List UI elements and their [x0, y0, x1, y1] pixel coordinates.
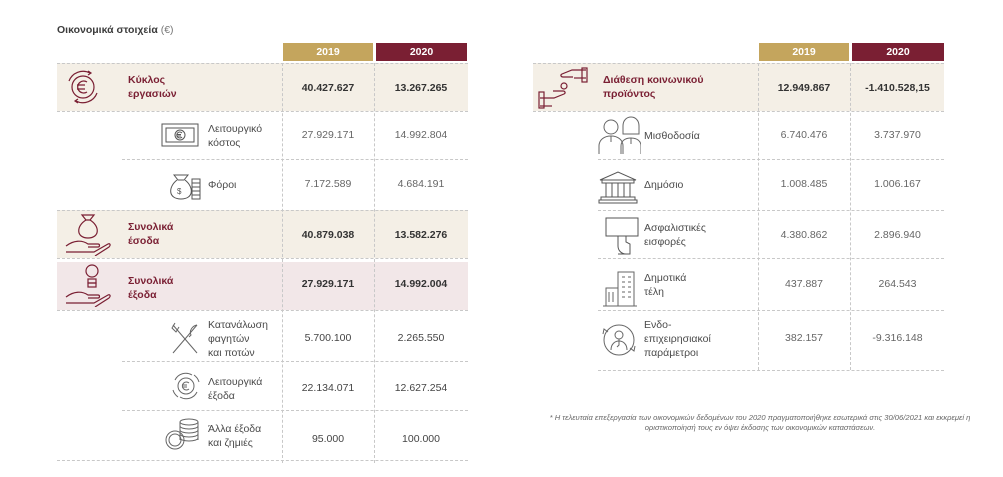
hand-coin-icon — [65, 264, 111, 307]
year-2020-header: 2020 — [376, 43, 467, 61]
dimosio-2019: 1.008.485 — [780, 178, 828, 190]
divider — [598, 310, 944, 311]
fork-knife-icon — [171, 322, 198, 354]
foroi-label: Φόροι — [208, 179, 237, 191]
kyklos-2019: 40.427.627 — [301, 82, 355, 94]
footnote: * Η τελευταία επεξεργασία των οικονομικώ… — [549, 413, 971, 432]
sign-hand-icon — [605, 217, 639, 255]
foroi-2020: 4.684.191 — [397, 178, 445, 190]
banknote-icon — [161, 123, 199, 147]
row-exoda-bg — [57, 262, 468, 310]
divider — [57, 258, 468, 259]
asfalistikes-2019: 4.380.862 — [780, 229, 828, 241]
alla-2019: 95.000 — [311, 433, 345, 445]
endo-label: Ενδο- επιχειρησιακοί παράμετροι — [644, 319, 711, 359]
misthodosia-label: Μισθοδοσία — [644, 130, 700, 142]
row-kyklos-bg — [57, 63, 468, 111]
euro-arrows-icon — [172, 372, 200, 400]
kyklos-2020: 13.267.265 — [394, 82, 448, 94]
cycle-euro-icon — [68, 70, 98, 104]
divider — [598, 210, 944, 211]
divider — [533, 111, 944, 112]
divider — [57, 63, 468, 64]
alla-2020: 100.000 — [402, 433, 440, 445]
leitourgiko-label: Λειτουργικό κόστος — [208, 123, 263, 149]
alla-label: Άλλα έξοδα και ζημιές — [208, 423, 262, 449]
katanalosi-label: Κατανάλωση φαγητών και ποτών — [208, 319, 268, 359]
leitourgika-label: Λειτουργικά έξοδα — [208, 376, 263, 402]
dimosio-label: Δημόσιο — [644, 179, 684, 191]
leitourgiko-2019: 27.929.171 — [301, 129, 355, 141]
row-diathesi-bg — [533, 63, 944, 111]
divider — [122, 361, 468, 362]
government-building-icon — [598, 171, 638, 204]
exoda-2020: 14.992.004 — [394, 278, 448, 290]
misthodosia-2019: 6.740.476 — [780, 129, 828, 141]
person-cycle-icon — [602, 324, 636, 356]
leitourgika-2020: 12.627.254 — [394, 382, 448, 394]
divider — [57, 460, 468, 461]
endo-2019: 382.157 — [785, 332, 823, 344]
divider — [122, 159, 468, 160]
exoda-2019: 27.929.171 — [301, 278, 355, 290]
year-2020-header: 2020 — [852, 43, 944, 61]
page-title: Οικονομικά στοιχεία (€) — [57, 24, 174, 36]
diathesi-2019: 12.949.867 — [777, 82, 831, 94]
divider — [122, 410, 468, 411]
divider — [57, 210, 468, 211]
year-2019-header: 2019 — [759, 43, 849, 61]
asfalistikes-2020: 2.896.940 — [874, 229, 921, 241]
divider — [598, 370, 944, 371]
diathesi-2020: -1.410.528,15 — [865, 82, 930, 94]
dimotika-2020: 264.543 — [878, 278, 917, 290]
divider — [282, 63, 283, 463]
leitourgika-2019: 22.134.071 — [301, 382, 355, 394]
divider — [850, 63, 851, 370]
row-esoda-bg — [57, 210, 468, 258]
exoda-label: Συνολικά έξοδα — [128, 275, 174, 301]
dimotika-label: Δημοτικά τέλη — [644, 272, 687, 298]
misthodosia-2020: 3.737.970 — [874, 129, 921, 141]
esoda-label: Συνολικά έσοδα — [128, 221, 174, 247]
foroi-2019: 7.172.589 — [304, 178, 352, 190]
svg-text:$: $ — [177, 187, 182, 196]
katanalosi-2019: 5.700.100 — [304, 332, 352, 344]
kyklos-label: Κύκλος εργασιών — [128, 74, 177, 100]
asfalistikes-label: Ασφαλιστικές εισφορές — [644, 222, 706, 248]
divider — [57, 111, 468, 112]
endo-2020: -9.316.148 — [872, 332, 923, 344]
city-building-icon — [603, 271, 637, 307]
hands-giving-icon — [538, 67, 588, 109]
divider — [374, 63, 375, 463]
esoda-2019: 40.879.038 — [301, 229, 355, 241]
money-bag-coins-icon: $ — [170, 174, 201, 200]
employees-icon — [598, 116, 641, 154]
year-2019-header: 2019 — [283, 43, 373, 61]
esoda-2020: 13.582.276 — [394, 229, 448, 241]
diathesi-label: Διάθεση κοινωνικού προϊόντος — [603, 74, 704, 100]
dimotika-2019: 437.887 — [785, 278, 823, 290]
leitourgiko-2020: 14.992.804 — [394, 129, 448, 141]
divider — [598, 159, 944, 160]
divider — [57, 310, 468, 311]
divider — [533, 63, 944, 64]
dimosio-2020: 1.006.167 — [874, 178, 921, 190]
coin-stack-icon — [165, 418, 199, 450]
hand-money-bag-icon — [65, 214, 111, 256]
katanalosi-2020: 2.265.550 — [397, 332, 445, 344]
divider — [598, 258, 944, 259]
divider — [758, 63, 759, 370]
